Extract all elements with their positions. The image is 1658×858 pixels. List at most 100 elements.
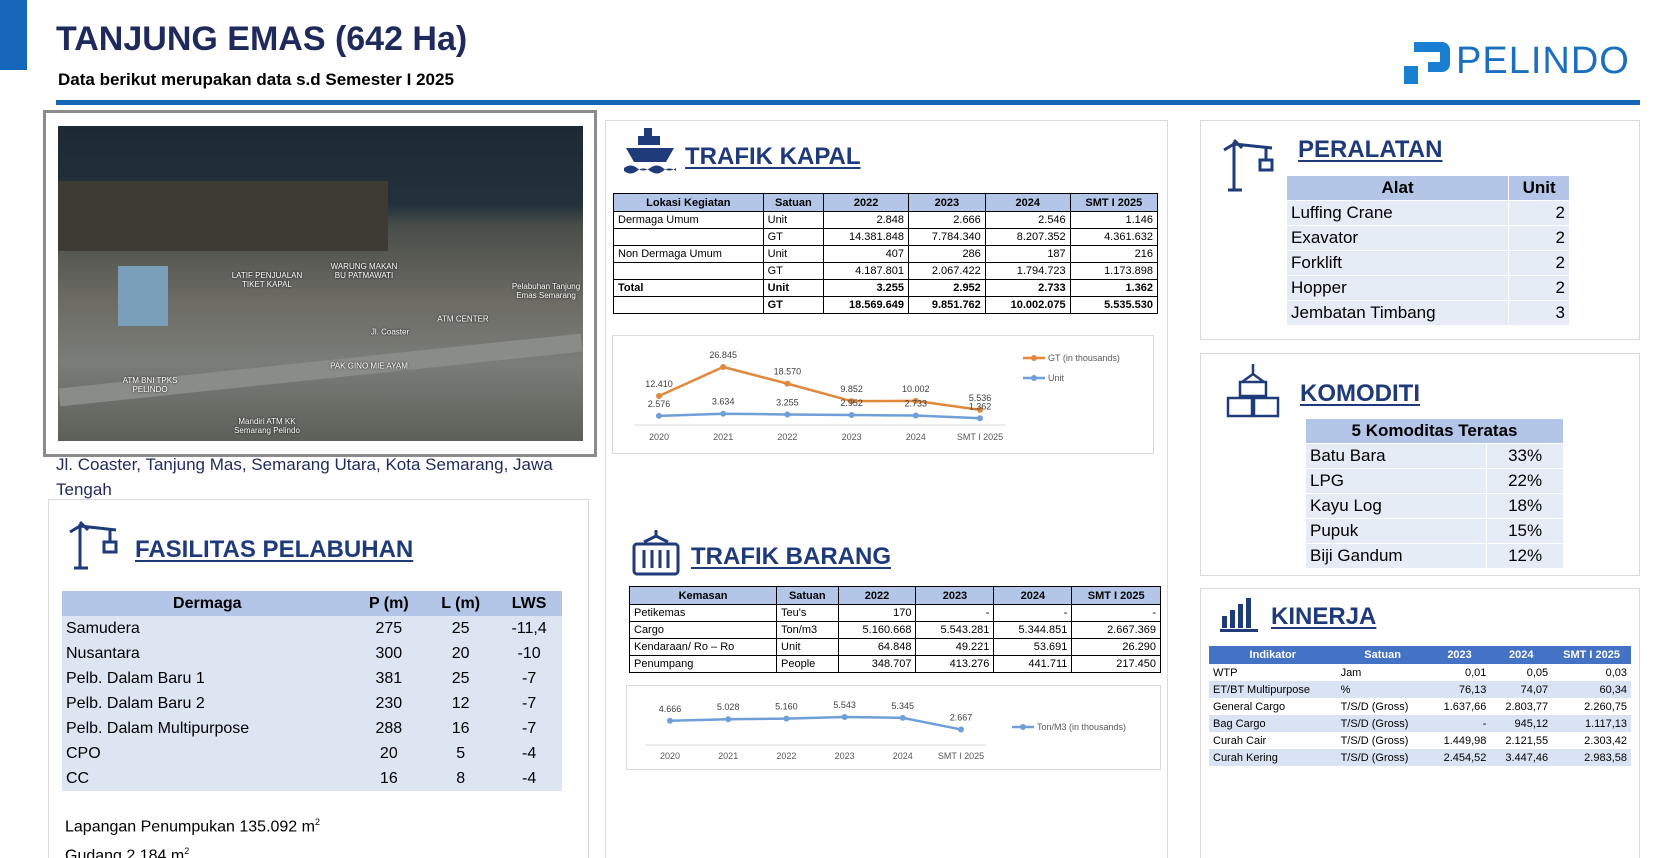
cell: 275: [352, 616, 426, 641]
data-label: 26.845: [709, 350, 737, 360]
cell: Batu Bara: [1304, 443, 1488, 469]
cell: 2: [1508, 225, 1570, 251]
data-table: Lokasi Kegiatan Satuan 2022 2023 2024 SMT I 2…: [613, 193, 1159, 314]
cell: 348.707: [837, 655, 917, 673]
data-point: [977, 406, 983, 413]
chart-box: 2020 2021 2022 2023 2024 SMT I 2025 4.666 5.028…: [626, 685, 1161, 770]
cell: 60,34: [1552, 681, 1631, 698]
cell: 26.290: [1071, 638, 1161, 656]
logo-mark: [1404, 42, 1450, 84]
cell: -: [1428, 715, 1491, 732]
cell: Samudera: [62, 616, 353, 641]
note-sup: 2: [314, 817, 320, 827]
data-label: 10.002: [902, 384, 930, 394]
logo-text: PELINDO: [1456, 40, 1630, 82]
cell: 20: [352, 741, 426, 766]
x-tick-label: 2020: [660, 751, 680, 761]
data-point: [784, 411, 791, 418]
cell: 5.344.851: [993, 621, 1073, 639]
cell: 3.255: [823, 279, 910, 297]
cell: -7: [496, 691, 562, 716]
notes: Lapangan Penumpukan 135.092 m2 Gudang 2.1…: [65, 810, 320, 858]
cell: 4.361.632: [1069, 228, 1159, 246]
cell: CPO: [62, 741, 353, 766]
x-tick-label: 2020: [649, 432, 669, 442]
map-label: Mandiri ATM KK Semarang Pelindo: [234, 417, 300, 435]
cell: People: [776, 655, 839, 673]
cell: Non Dermaga Umum: [613, 245, 764, 263]
data-point: [783, 715, 790, 722]
table-row: Cargo Ton/m3 5.160.668 5.543.281 5.344.851 2.…: [628, 621, 1161, 639]
page-title: TANJUNG EMAS (642 Ha): [56, 20, 468, 58]
cell: 10.002.075: [984, 296, 1071, 314]
x-tick-label: 2023: [835, 751, 855, 761]
table-row: Nusantara 300 20 -10: [62, 641, 562, 666]
cell: -: [1071, 604, 1161, 622]
cell: 3: [1508, 300, 1570, 326]
map-yard: [58, 181, 388, 251]
data-point: [912, 412, 919, 419]
cell: 407: [823, 245, 910, 263]
cell: T/S/D (Gross): [1336, 715, 1429, 732]
table-row: GT 4.187.801 2.067.422 1.794.723 1.173.898: [613, 262, 1159, 280]
cell: 1.146: [1069, 211, 1159, 229]
table-row: Non Dermaga Umum Unit 407 286 187 216: [613, 245, 1159, 263]
cell: 25: [425, 666, 497, 691]
cell: Forklift: [1285, 250, 1510, 276]
header-cell: 5 Komoditas Teratas: [1305, 418, 1564, 444]
cell: 2.260,75: [1584, 700, 1627, 713]
map-label: ATM CENTER: [437, 314, 489, 324]
map-label: ATM BNI TPKS PELINDO: [122, 376, 178, 394]
cell: CC: [62, 766, 353, 791]
cell: 16: [352, 766, 426, 791]
kinerja-table-wrap: Indikator Satuan 2023 2024 SMT I 2025 WTP Jam 0…: [1209, 646, 1631, 766]
cell: 5: [425, 741, 497, 766]
data-table: Indikator Satuan 2023 2024 SMT I 2025 WTP Jam 0…: [1209, 646, 1631, 766]
cell: T/S/D (Gross): [1340, 700, 1409, 713]
cell: Curah Kering: [1209, 749, 1337, 766]
data-label: 2.667: [950, 712, 973, 722]
data-label: 1.362: [969, 401, 992, 411]
map-building: [118, 266, 168, 326]
cell: 9.851.762: [908, 296, 986, 314]
header-cell: 2022: [837, 586, 917, 605]
cell: 286: [908, 245, 986, 263]
cell: T/S/D (Gross): [1340, 734, 1409, 747]
cell: Ton/m3: [776, 621, 839, 639]
cell: -: [993, 604, 1073, 622]
header-cell: Alat: [1285, 175, 1510, 201]
header-cell: 2024: [984, 193, 1071, 212]
trafik-panel: [605, 120, 1168, 858]
header-cell: 2024: [993, 586, 1073, 605]
cell: 49.221: [915, 638, 995, 656]
header-row: Lokasi Kegiatan Satuan 2022 2023 2024 SMT I 2…: [613, 193, 1159, 212]
data-point: [720, 364, 727, 370]
header-cell: Dermaga: [62, 591, 353, 616]
cell: 8: [425, 766, 497, 791]
cell: 76,13: [1428, 681, 1491, 698]
data-point: [725, 716, 732, 723]
cell: Kayu Log: [1304, 493, 1488, 519]
peralatan-table-wrap: Alat Unit Luffing Crane 2 Exavator 2 Forklift 2…: [1285, 175, 1570, 326]
series-line: [658, 365, 981, 412]
data-label: 5.543: [833, 700, 856, 710]
table-row: LPG 22%: [1304, 468, 1564, 494]
cell: 0,03: [1605, 666, 1627, 679]
cell: 15%: [1486, 518, 1564, 544]
data-point: [841, 714, 848, 720]
cell: Jembatan Timbang: [1285, 300, 1510, 326]
header-cell: Satuan: [762, 193, 825, 212]
cell: 2: [1508, 200, 1570, 226]
cell: 22%: [1486, 468, 1564, 494]
cell: GT: [762, 262, 825, 280]
cell: 945,12: [1490, 715, 1553, 732]
cell: Dermaga Umum: [613, 211, 764, 229]
data-point: [899, 714, 906, 721]
table-row: ET/BT Multipurpose% 76,13 74,07 60,34: [1209, 681, 1631, 698]
cell: Pelb. Dalam Multipurpose: [62, 716, 353, 741]
header-row: 5 Komoditas Teratas: [1305, 418, 1564, 444]
data-label: 5.028: [717, 702, 740, 712]
cell: Unit: [762, 279, 825, 297]
header-cell: 2022: [823, 193, 910, 212]
header-cell: 2024: [1490, 646, 1553, 664]
